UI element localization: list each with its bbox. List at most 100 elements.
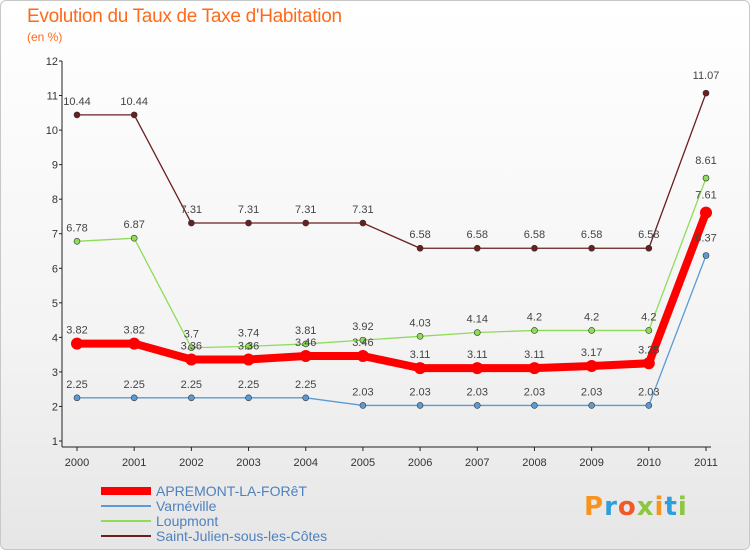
data-point (531, 244, 538, 252)
data-label: 3.11 (524, 349, 545, 361)
data-label: 4.14 (467, 314, 488, 326)
data-label: 4.2 (584, 311, 599, 323)
data-point (359, 336, 367, 344)
data-label: 7.31 (238, 204, 259, 216)
data-label: 2.25 (238, 379, 259, 391)
data-point (414, 362, 427, 375)
series-line-1 (77, 255, 707, 407)
data-label: 6.58 (467, 229, 488, 241)
data-label: 4.2 (527, 311, 542, 323)
data-label: 3.46 (352, 337, 373, 349)
data-label: 3.11 (467, 349, 488, 361)
legend-label: Saint-Julien-sous-les-Côtes (156, 528, 328, 544)
data-label: 6.78 (66, 222, 87, 234)
y-tick-label: 8 (52, 194, 58, 206)
data-label: 6.87 (123, 219, 144, 231)
data-point (299, 350, 312, 363)
x-tick-label: 2007 (465, 457, 489, 469)
data-point (185, 353, 198, 366)
data-label: 3.46 (295, 337, 316, 349)
logo-letter: P (584, 492, 605, 522)
data-label: 3.7 (184, 329, 199, 341)
data-point (188, 344, 195, 352)
logo-letter: t (664, 492, 678, 522)
data-label: 3.74 (238, 327, 259, 339)
data-point (245, 219, 252, 227)
legend-swatch (101, 505, 151, 507)
y-tick-label: 9 (52, 160, 58, 172)
data-point (130, 394, 138, 402)
legend-label: Loupmont (156, 513, 219, 529)
proxiti-logo: Proxiti (584, 492, 688, 522)
data-point (359, 402, 367, 409)
data-point (473, 402, 481, 409)
data-point (356, 350, 369, 363)
data-label: 6.58 (409, 229, 430, 241)
data-label: 2.03 (638, 386, 659, 398)
data-point (588, 244, 595, 252)
data-label: 3.25 (638, 344, 659, 356)
x-tick-label: 2008 (522, 457, 546, 469)
data-label: 4.03 (409, 317, 430, 329)
data-point (130, 234, 138, 242)
data-label: 6.58 (581, 229, 602, 241)
data-point (702, 174, 710, 182)
series-line-3 (77, 92, 707, 249)
data-point (245, 394, 252, 402)
y-tick-label: 2 (52, 401, 58, 413)
data-label: 2.03 (467, 386, 488, 398)
data-point (73, 111, 81, 119)
y-tick-label: 5 (52, 298, 58, 310)
data-label: 8.61 (695, 155, 716, 167)
data-label: 2.25 (181, 379, 202, 391)
series-line-2 (76, 177, 707, 349)
data-point (473, 244, 481, 252)
y-tick-label: 3 (52, 367, 58, 379)
data-point (73, 394, 81, 402)
data-point (242, 353, 255, 366)
data-point (359, 219, 367, 227)
data-point (473, 329, 481, 336)
logo-letter: r (604, 492, 618, 522)
data-label: 10.44 (120, 96, 148, 108)
data-point (700, 206, 712, 219)
data-label: 3.11 (410, 349, 431, 361)
data-point (128, 337, 141, 350)
data-point (245, 343, 252, 350)
data-point (585, 360, 598, 373)
chart-title: Evolution du Taux de Taxe d'Habitation (27, 6, 342, 27)
data-point (702, 252, 710, 259)
y-tick-label: 6 (52, 263, 58, 275)
data-point (188, 394, 195, 402)
legend-swatch (101, 487, 151, 495)
data-label: 2.03 (352, 386, 373, 398)
data-point (188, 219, 195, 227)
series-line-0 (77, 211, 710, 373)
data-point (416, 244, 424, 252)
y-tick-label: 4 (52, 332, 58, 344)
data-label: 2.25 (295, 379, 316, 391)
data-point (642, 357, 655, 370)
x-tick-label: 2011 (694, 457, 718, 469)
data-point (702, 89, 710, 97)
data-point (130, 111, 138, 119)
data-point (645, 402, 653, 409)
data-label: 6.58 (524, 229, 545, 241)
y-tick-label: 12 (46, 56, 58, 68)
data-label: 7.31 (181, 204, 202, 216)
data-label: 6.37 (695, 232, 716, 244)
chart-unit: (en %) (27, 30, 63, 44)
x-tick-label: 2004 (293, 457, 317, 469)
data-label: 3.17 (581, 347, 602, 359)
data-point (588, 327, 595, 334)
series-lines (76, 92, 710, 407)
data-labels: 3.82 3.82 3.36 3.36 3.46 3.46 3.11 3.11 3.11 3.17… (63, 70, 719, 398)
data-label: 2.03 (524, 386, 545, 398)
data-label: 2.25 (66, 379, 87, 391)
data-point (416, 333, 424, 340)
data-label: 6.58 (638, 229, 659, 241)
y-tick-label: 10 (46, 125, 58, 137)
x-tick-label: 2005 (351, 457, 375, 469)
data-point (531, 327, 538, 334)
x-tick-label: 2010 (637, 457, 661, 469)
